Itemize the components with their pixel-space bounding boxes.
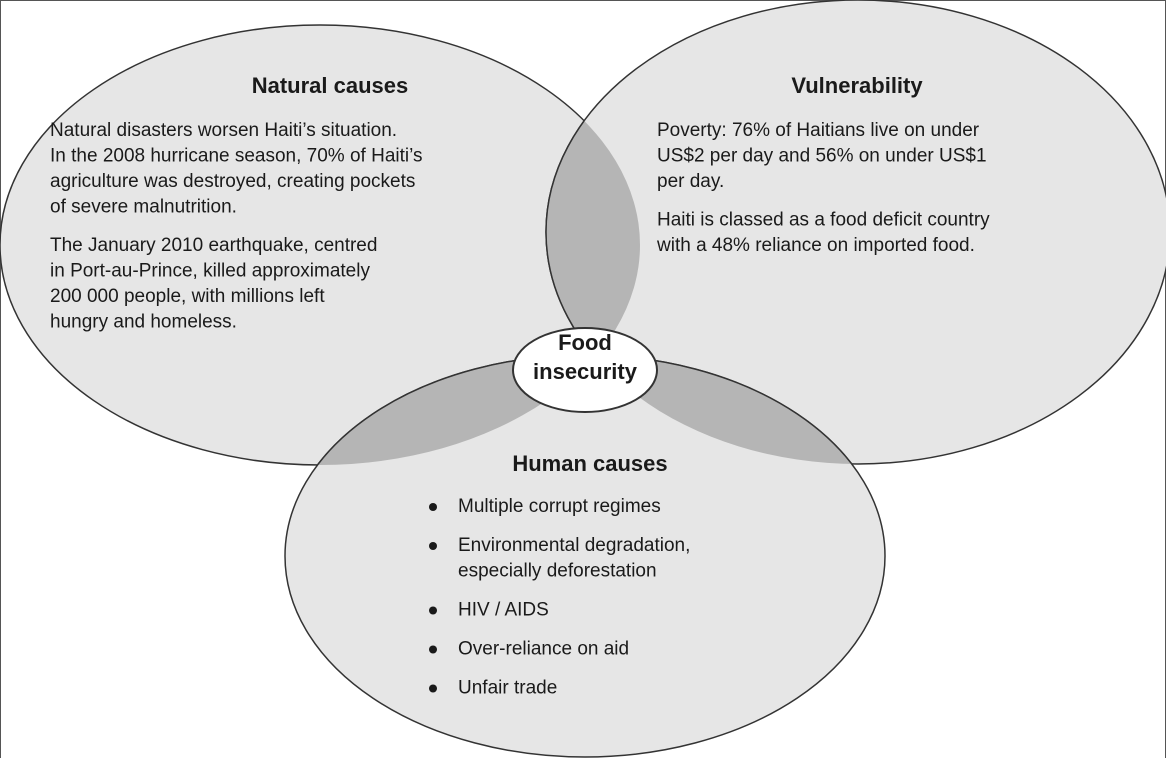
- paragraph-line: agriculture was destroyed, creating pock…: [50, 171, 415, 192]
- paragraph-line: with a 48% reliance on imported food.: [656, 235, 975, 256]
- overlap: [545, 25, 640, 465]
- bullet: [429, 606, 437, 615]
- texts: Natural causes Natural disasters worsen H…: [50, 73, 990, 699]
- paragraph-line: of severe malnutrition.: [50, 197, 237, 218]
- section-title: Natural causes: [252, 73, 409, 98]
- paragraph-line: Natural disasters worsen Haiti’s situati…: [50, 120, 397, 141]
- list-item: Multiple corrupt regimes: [458, 496, 661, 517]
- list-item: especially deforestation: [458, 561, 657, 582]
- list-item: HIV / AIDS: [458, 600, 549, 621]
- paragraph-line: In the 2008 hurricane season, 70% of Hai…: [50, 146, 423, 167]
- paragraph-line: Haiti is classed as a food deficit count…: [657, 210, 990, 231]
- paragraph-line: hungry and homeless.: [50, 312, 237, 333]
- center-label: insecurity: [533, 359, 638, 384]
- bullet: [429, 684, 437, 693]
- section-title: Vulnerability: [791, 73, 923, 98]
- list-item: Over-reliance on aid: [458, 639, 629, 660]
- paragraph-line: Poverty: 76% of Haitians live on under: [657, 120, 980, 141]
- paragraph-line: The January 2010 earthquake, centred: [50, 235, 377, 256]
- paragraph-line: per day.: [657, 171, 724, 192]
- paragraph-line: US$2 per day and 56% on under US$1: [657, 146, 987, 167]
- bullet: [429, 645, 437, 654]
- list-item: Environmental degradation,: [458, 535, 690, 556]
- center-label: Food: [558, 330, 612, 355]
- center-ellipse: [512, 327, 658, 413]
- paragraph-line: in Port-au-Prince, killed approximately: [50, 261, 370, 282]
- bullet: [429, 542, 437, 550]
- bullet: [429, 503, 437, 511]
- section-title: Human causes: [512, 451, 667, 476]
- paragraph-line: 200 000 people, with millions left: [50, 286, 325, 307]
- list-item: Unfair trade: [458, 678, 557, 699]
